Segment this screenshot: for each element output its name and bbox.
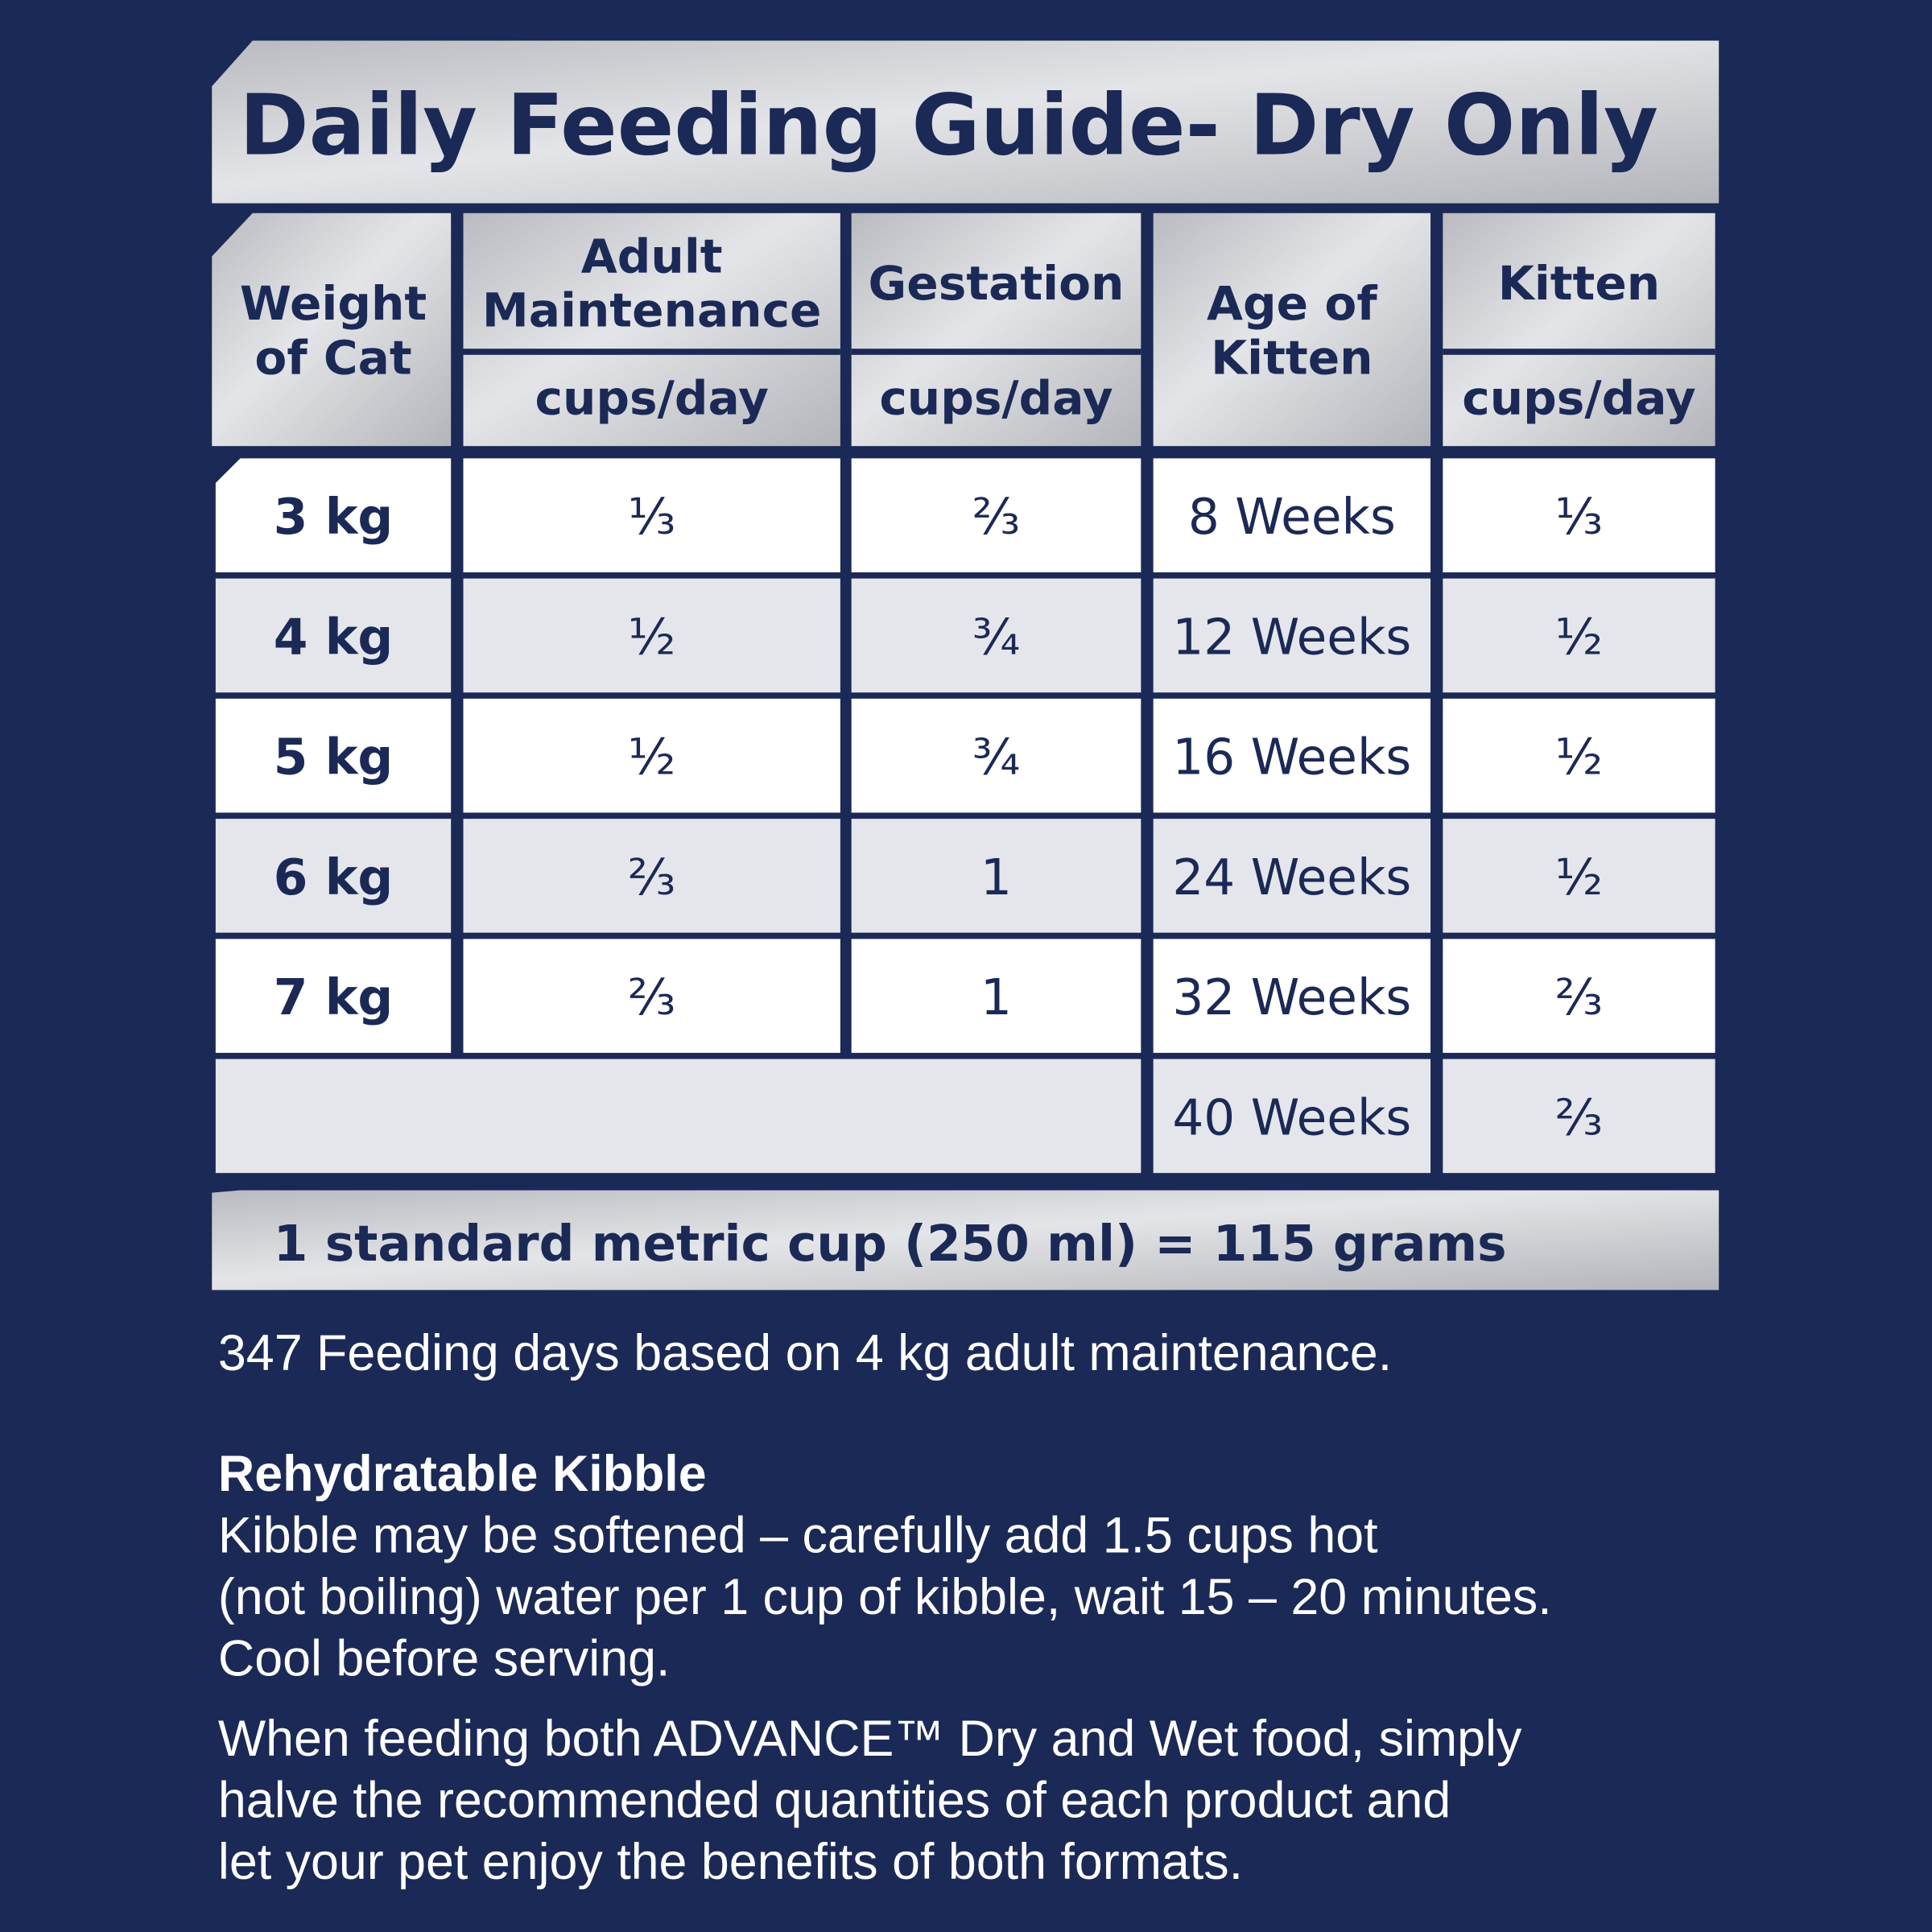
column-header: Kitten [1498, 256, 1660, 311]
cell-text: 24 Weeks [1172, 849, 1411, 906]
table-cell [215, 698, 452, 813]
table-cell [463, 458, 840, 572]
title-banner [212, 40, 1719, 204]
combined-line: When feeding both ADVANCE™ Dry and Wet f… [218, 1711, 1522, 1767]
cell-text: 4 kg [274, 609, 393, 666]
kibble-line: (not boiling) water per 1 cup of kibble,… [218, 1569, 1552, 1625]
table-cell [1443, 458, 1715, 572]
cell-text: ½ [1555, 849, 1603, 906]
note: 347 Feeding days based on 4 kg adult mai… [218, 1325, 1392, 1381]
cell-text: 1 [980, 849, 1012, 906]
cell-text: ½ [1555, 609, 1603, 666]
column-header: Adult [581, 229, 723, 283]
header-cell [1443, 213, 1715, 447]
table-cell [463, 819, 840, 933]
table-cell [851, 939, 1141, 1053]
cell-text: ⅔ [1555, 969, 1603, 1026]
combined-line: halve the recommended quantities of each… [218, 1773, 1451, 1829]
table-cell [463, 578, 840, 693]
table-cell [215, 578, 452, 693]
table-cell [851, 458, 1141, 572]
cell-text: 1 [980, 969, 1012, 1026]
cell-text: ½ [628, 609, 675, 666]
cell-text: ¾ [972, 609, 1020, 666]
cell-text: 5 kg [274, 729, 393, 786]
table-cell [215, 819, 452, 933]
cell-text: ½ [1555, 729, 1603, 786]
cell-text: ⅓ [628, 489, 675, 546]
column-header: Kitten [1211, 331, 1373, 386]
kibble-line: Cool before serving. [218, 1631, 671, 1687]
header-cell [212, 213, 452, 447]
title: Daily Feeding Guide- Dry Only [239, 76, 1658, 174]
cell-text: 16 Weeks [1172, 729, 1411, 786]
kibble-heading: Rehydratable Kibble [218, 1446, 707, 1502]
cell-text: ⅔ [1555, 1089, 1603, 1146]
header-divider [463, 349, 840, 355]
cell-text: 40 Weeks [1172, 1089, 1411, 1146]
combined-line: let your pet enjoy the benefits of both … [218, 1834, 1243, 1890]
table-cell [1443, 939, 1715, 1053]
conversion: 1 standard metric cup (250 ml) = 115 gra… [274, 1216, 1507, 1273]
column-header: Maintenance [482, 283, 822, 338]
column-header: of Cat [254, 331, 411, 386]
unit-label: cups/day [879, 370, 1113, 425]
cell-text: 32 Weeks [1172, 969, 1411, 1026]
cell-text: ⅓ [1555, 489, 1603, 546]
column-header: Weight [240, 276, 427, 331]
table-cell [215, 939, 452, 1053]
cell-text: ⅔ [628, 849, 675, 906]
header-divider [851, 349, 1141, 355]
table-cell [1153, 698, 1431, 813]
cell-text: ½ [628, 729, 675, 786]
cell-text: ¾ [972, 729, 1020, 786]
table-cell [1153, 819, 1431, 933]
table-cell [851, 578, 1141, 693]
header-cell [851, 213, 1141, 447]
kibble-line: Kibble may be softened – carefully add 1… [218, 1508, 1378, 1564]
table-cell [1443, 1059, 1715, 1174]
cell-text: 12 Weeks [1172, 609, 1411, 666]
table-cell [463, 939, 840, 1053]
table-cell [1153, 578, 1431, 693]
cell-text: ⅔ [628, 969, 675, 1026]
header-cell [1153, 213, 1431, 447]
unit-label: cups/day [535, 370, 769, 425]
table-cell [1153, 1059, 1431, 1174]
table-cell [851, 819, 1141, 933]
column-header: Age of [1207, 276, 1377, 331]
table-cell [1443, 578, 1715, 693]
table-cell [463, 698, 840, 813]
header-cell [463, 213, 840, 447]
table-cell [1153, 939, 1431, 1053]
column-header: Gestation [869, 256, 1125, 311]
empty-cell [215, 1059, 1141, 1174]
cell-text: ⅔ [972, 489, 1020, 546]
unit-label: cups/day [1462, 370, 1695, 425]
conversion-banner [212, 1190, 1719, 1290]
table-cell [1443, 698, 1715, 813]
cell-text: 7 kg [274, 969, 393, 1026]
cell-text: 3 kg [274, 489, 393, 546]
table-cell [215, 458, 452, 572]
table-cell [1443, 819, 1715, 933]
header-divider [1443, 349, 1715, 355]
table-cell [851, 698, 1141, 813]
cell-text: 8 Weeks [1188, 489, 1396, 546]
cell-text: 6 kg [274, 849, 393, 906]
table-cell [1153, 458, 1431, 572]
